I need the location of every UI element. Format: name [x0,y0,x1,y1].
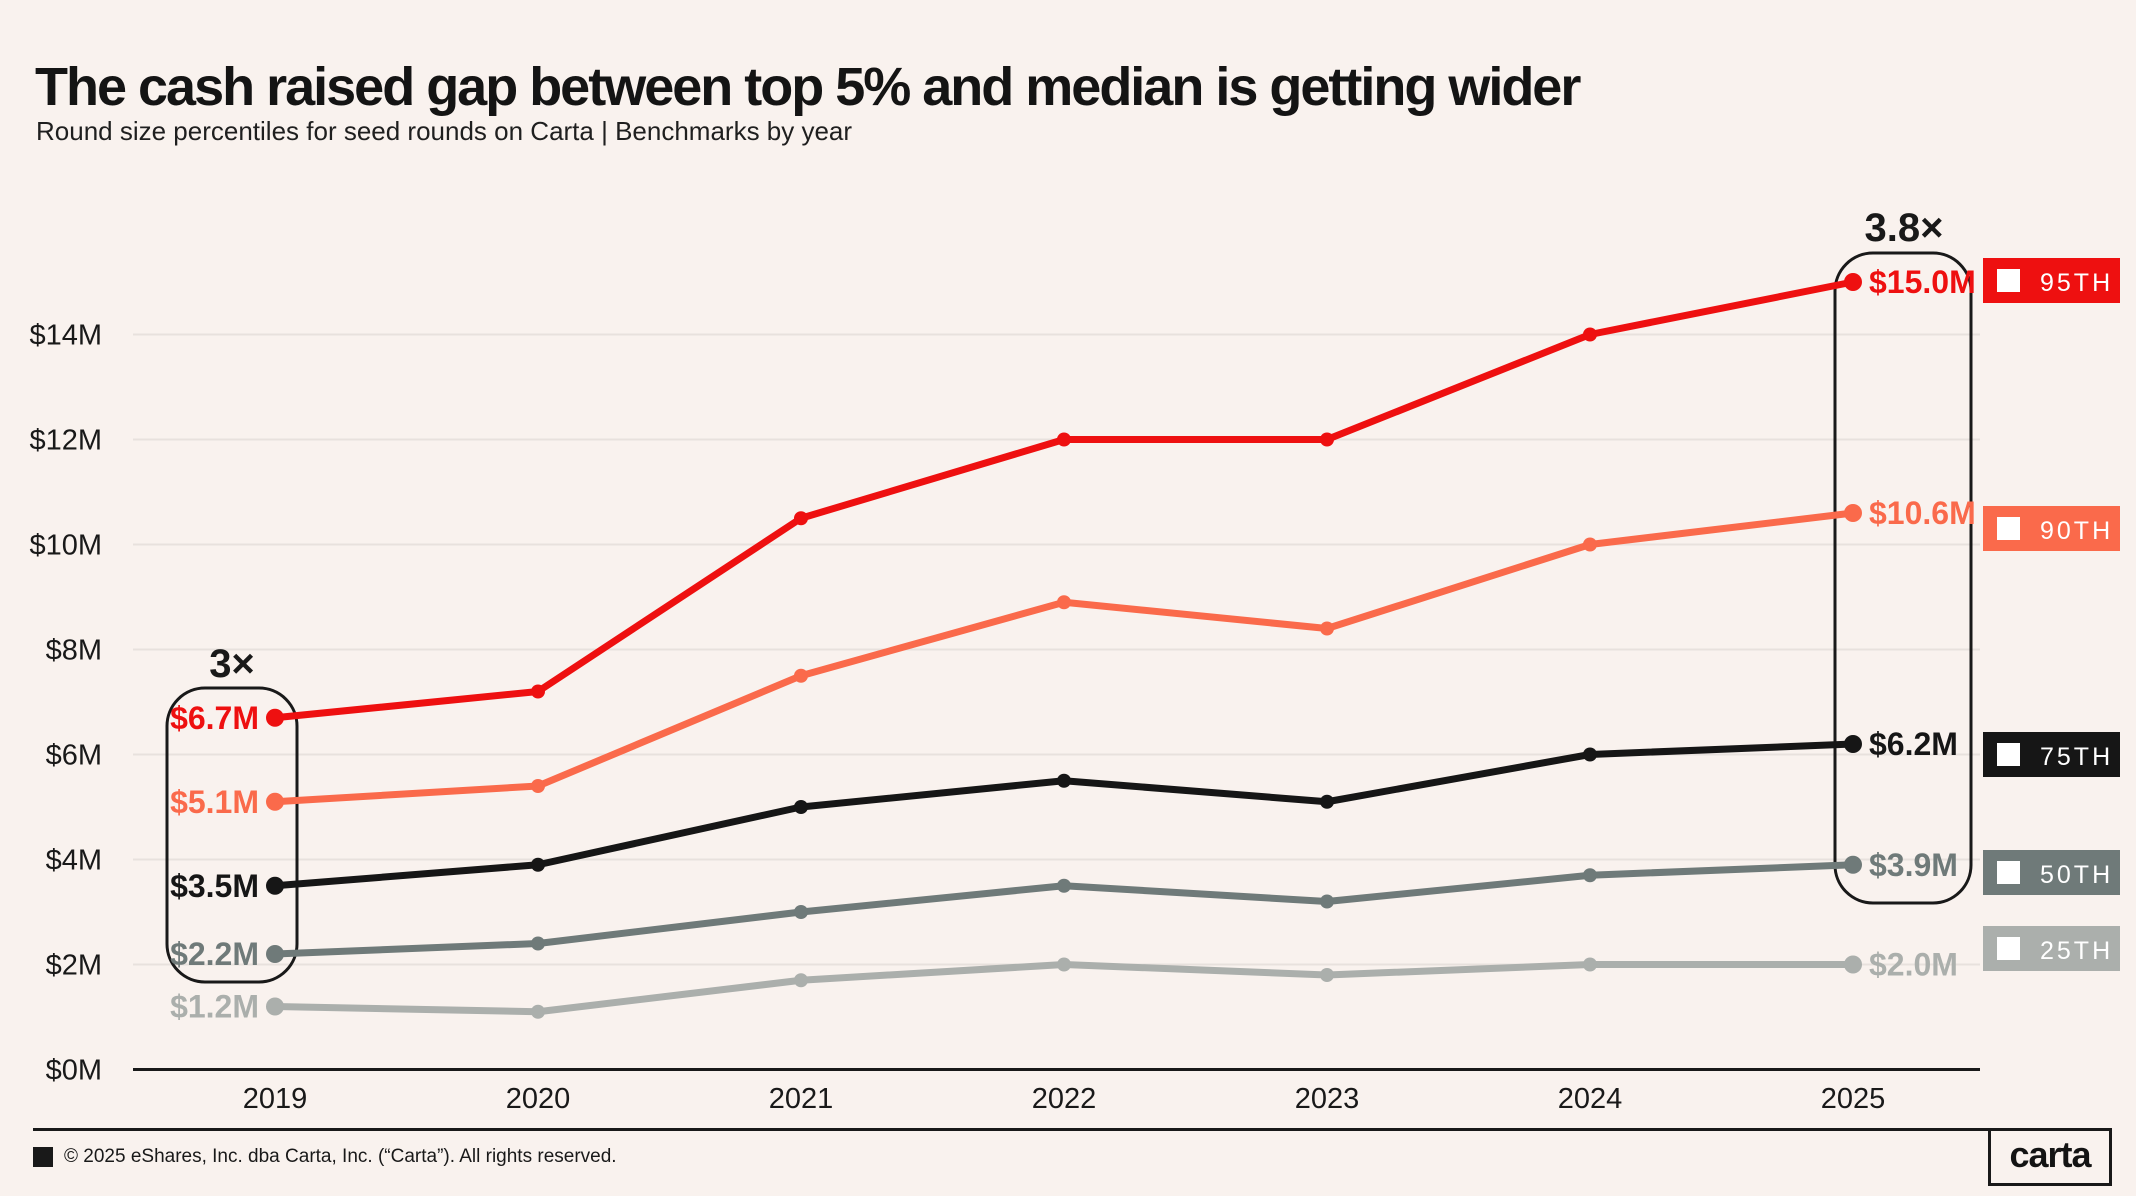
x-axis-tick-label: 2024 [1558,1083,1623,1115]
legend-swatch-icon [1997,861,2020,884]
y-axis-tick-label: $2M [46,950,102,982]
carta-logo-text: carta [2009,1134,2091,1175]
data-point-50th-2024 [1583,868,1597,883]
y-axis-tick-label: $0M [46,1055,102,1087]
data-point-90th-2024 [1583,537,1597,552]
y-axis-tick-label: $8M [46,635,102,667]
data-point-25th-2022 [1057,957,1071,972]
y-axis-tick-label: $10M [29,530,102,562]
data-point-75th-2023 [1320,794,1334,809]
data-point-75th-2021 [794,800,808,814]
data-point-25th-2020 [531,1004,545,1019]
y-axis-tick-label: $6M [46,740,102,772]
legend-swatch-icon [1997,937,2020,960]
legend-label-75th: 75TH [2040,743,2113,771]
data-point-90th-2019 [266,792,284,811]
x-axis-tick-label: 2020 [506,1083,571,1115]
y-axis-tick-label: $14M [29,320,102,352]
data-point-50th-2023 [1320,894,1334,909]
data-point-95th-2020 [531,684,545,699]
data-point-90th-2025 [1844,504,1862,522]
legend-swatch-icon [1997,517,2020,540]
legend-label-95th: 95TH [2040,269,2113,297]
x-axis-tick-label: 2025 [1821,1083,1886,1115]
end-value-label-95th: $15.0M [1869,264,1976,300]
page-title: The cash raised gap between top 5% and m… [35,57,1581,118]
annotation-multiplier-2025: 3.8× [1865,206,1944,250]
data-point-50th-2019 [266,945,284,963]
end-value-label-25th: $2.0M [1869,947,1958,983]
carta-logo: carta [1988,1128,2112,1186]
data-point-25th-2025 [1844,955,1862,974]
data-point-95th-2023 [1320,432,1334,447]
series-line-95th [271,278,1857,722]
data-point-25th-2021 [794,973,808,988]
data-point-25th-2024 [1583,957,1597,972]
series-line-90th [271,509,1857,806]
data-point-90th-2021 [794,668,808,683]
end-value-label-90th: $10.6M [1869,495,1976,531]
y-axis-tick-label: $12M [29,425,102,457]
data-point-50th-2021 [794,905,808,919]
carta-square-icon [33,1147,53,1167]
series-line-75th [271,740,1857,890]
data-point-95th-2025 [1844,273,1862,291]
legend-label-50th: 50TH [2040,861,2113,889]
data-point-95th-2024 [1583,327,1597,342]
start-value-label-95th: $6.7M [170,700,259,736]
data-point-25th-2019 [266,997,284,1016]
data-point-75th-2022 [1057,773,1071,788]
x-axis-tick-label: 2019 [243,1083,308,1115]
data-point-75th-2025 [1844,735,1862,753]
x-axis-tick-label: 2022 [1032,1083,1097,1115]
data-point-25th-2023 [1320,968,1334,982]
page-subtitle: Round size percentiles for seed rounds o… [36,116,853,146]
legend-label-25th: 25TH [2040,937,2113,965]
start-value-label-90th: $5.1M [170,784,259,820]
copyright-text: © 2025 eShares, Inc. dba Carta, Inc. (“C… [64,1146,617,1167]
start-value-label-25th: $1.2M [170,989,259,1025]
legend-label-90th: 90TH [2040,517,2113,545]
data-point-90th-2020 [531,779,545,793]
data-point-75th-2019 [266,876,284,895]
annotation-box-2025 [1833,251,1973,905]
annotation-box-2019 [165,686,299,984]
x-axis-tick-label: 2021 [769,1083,834,1115]
start-value-label-50th: $2.2M [170,936,259,972]
legend-swatch-icon [1997,743,2020,766]
start-value-label-75th: $3.5M [170,868,259,904]
data-point-50th-2022 [1057,878,1071,893]
end-value-label-50th: $3.9M [1869,847,1958,883]
legend-swatch-icon [1997,269,2020,292]
data-point-75th-2020 [531,857,545,872]
data-point-50th-2020 [531,936,545,951]
data-point-75th-2024 [1583,747,1597,762]
footer: © 2025 eShares, Inc. dba Carta, Inc. (“C… [33,1146,617,1168]
data-point-90th-2022 [1057,595,1071,610]
data-point-90th-2023 [1320,621,1334,636]
series-line-50th [271,861,1857,958]
x-axis-tick-label: 2023 [1295,1083,1360,1115]
data-point-95th-2022 [1057,432,1071,447]
data-point-95th-2019 [266,708,284,727]
data-point-95th-2021 [794,511,808,526]
series-line-25th [271,961,1857,1016]
annotation-multiplier-2019: 3× [209,642,255,686]
footer-divider [33,1128,2112,1131]
data-point-50th-2025 [1844,855,1862,874]
end-value-label-75th: $6.2M [1869,726,1958,762]
y-axis-tick-label: $4M [46,845,102,877]
